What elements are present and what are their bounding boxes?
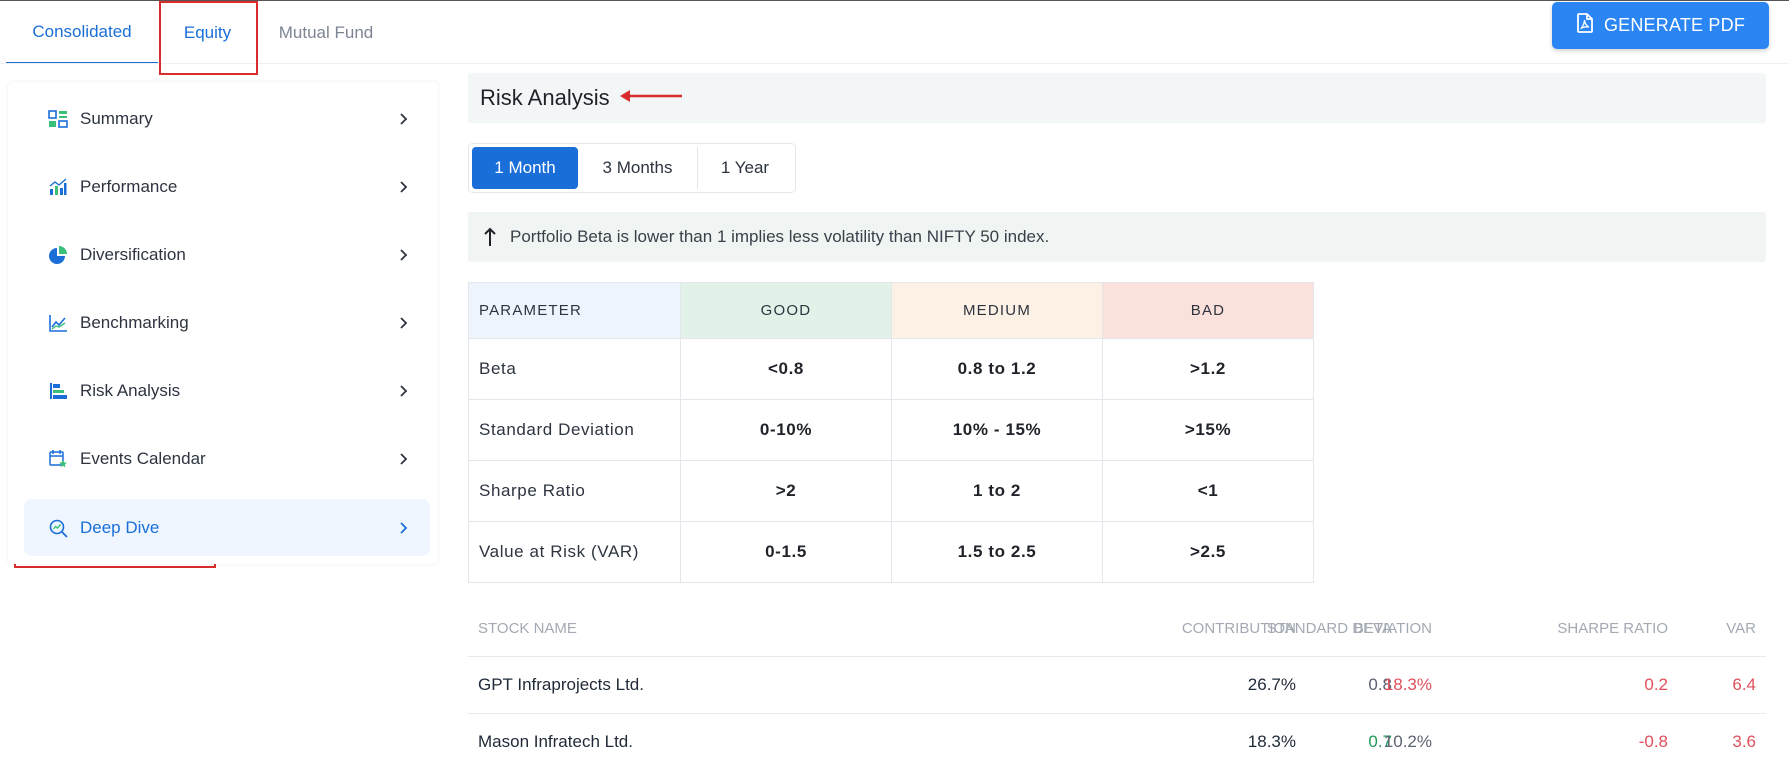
- sidebar-item-events-calendar[interactable]: Events Calendar: [24, 430, 430, 487]
- param-good: 0-1.5: [680, 521, 892, 583]
- param-good: 0-10%: [680, 399, 892, 461]
- tab-equity[interactable]: Equity: [183, 22, 232, 42]
- chevron-right-icon: [394, 313, 414, 333]
- param-bad: >2.5: [1102, 521, 1314, 583]
- chevron-right-icon: [394, 518, 414, 538]
- param-name: Beta: [468, 338, 681, 400]
- table-row: Sharpe Ratio >2 1 to 2 <1: [468, 460, 1314, 522]
- param-good: <0.8: [680, 338, 892, 400]
- stock-name: GPT Infraprojects Ltd.: [478, 675, 644, 694]
- header-beta[interactable]: BETA: [1353, 619, 1392, 637]
- stock-sharpe-ratio: -0.8: [1638, 732, 1668, 751]
- chevron-right-icon: [394, 177, 414, 197]
- sidebar-item-label: Risk Analysis: [80, 380, 181, 400]
- pdf-file-icon: [1576, 13, 1594, 38]
- header-stock-name[interactable]: STOCK NAME: [478, 619, 577, 637]
- summary-grid-icon: [46, 107, 70, 131]
- param-good: >2: [680, 460, 892, 522]
- param-bad: >1.2: [1102, 338, 1314, 400]
- sidebar-item-label: Performance: [80, 176, 178, 196]
- chevron-right-icon: [394, 449, 414, 469]
- period-selector: 1 Month 3 Months 1 Year: [468, 143, 796, 193]
- risk-parameter-table: PARAMETER GOOD MEDIUM BAD Beta <0.8 0.8 …: [468, 282, 1314, 583]
- table-row: Value at Risk (VAR) 0-1.5 1.5 to 2.5 >2.…: [468, 521, 1314, 583]
- tab-consolidated[interactable]: Consolidated: [6, 1, 158, 64]
- beta-note-text: Portfolio Beta is lower than 1 implies l…: [510, 227, 1050, 246]
- stock-standard-deviation: 10.2%: [1383, 732, 1432, 751]
- arrow-up-icon: [484, 227, 496, 247]
- header-good: GOOD: [680, 282, 892, 339]
- chevron-right-icon: [394, 245, 414, 265]
- table-row[interactable]: GPT Infraprojects Ltd. 26.7% 0.8 18.3% 0…: [468, 657, 1766, 714]
- table-row[interactable]: Mason Infratech Ltd. 18.3% 0.7 10.2% -0.…: [468, 714, 1766, 767]
- sidebar-item-label: Deep Dive: [80, 517, 160, 537]
- param-name: Value at Risk (VAR): [468, 521, 681, 583]
- header-parameter: PARAMETER: [468, 282, 681, 339]
- stock-beta: 0.8: [1368, 675, 1392, 694]
- chevron-right-icon: [394, 381, 414, 401]
- tab-bar: Consolidated Equity Mutual Fund: [6, 1, 395, 64]
- period-1-month-button[interactable]: 1 Month: [472, 147, 578, 189]
- line-chart-icon: [46, 311, 70, 335]
- tabs-divider: [0, 63, 1789, 64]
- param-bad: >15%: [1102, 399, 1314, 461]
- header-var[interactable]: VAR: [1726, 619, 1756, 637]
- sidebar-item-label: Events Calendar: [80, 448, 206, 468]
- generate-pdf-label: GENERATE PDF: [1603, 15, 1746, 35]
- stock-contribution: 18.3%: [1247, 732, 1296, 751]
- stock-var: 6.4: [1732, 675, 1756, 694]
- chevron-right-icon: [394, 109, 414, 129]
- header-medium: MEDIUM: [891, 282, 1103, 339]
- sidebar-item-summary[interactable]: Summary: [24, 90, 430, 147]
- stock-standard-deviation: 18.3%: [1383, 675, 1432, 694]
- param-medium: 0.8 to 1.2: [891, 338, 1103, 400]
- header-contribution[interactable]: CONTRIBUTION: [1181, 619, 1296, 637]
- stock-beta: 0.7: [1368, 732, 1392, 751]
- sidebar-item-risk-analysis[interactable]: Risk Analysis: [24, 362, 430, 419]
- sidebar-item-label: Summary: [80, 108, 153, 128]
- annotation-arrow-icon: [618, 88, 684, 109]
- beta-note: Portfolio Beta is lower than 1 implies l…: [468, 212, 1766, 262]
- pie-chart-icon: [46, 243, 70, 267]
- table-header-row: PARAMETER GOOD MEDIUM BAD: [468, 282, 1314, 339]
- param-name: Sharpe Ratio: [468, 460, 681, 522]
- top-border: [0, 0, 1789, 1]
- sidebar-item-label: Diversification: [80, 244, 186, 264]
- param-medium: 10% - 15%: [891, 399, 1103, 461]
- table-row: Standard Deviation 0-10% 10% - 15% >15%: [468, 399, 1314, 461]
- sidebar-item-label: Benchmarking: [80, 312, 189, 332]
- header-bad: BAD: [1102, 282, 1314, 339]
- search-analysis-icon: [46, 516, 70, 540]
- sidebar: [8, 82, 438, 564]
- sidebar-item-benchmarking[interactable]: Benchmarking: [24, 294, 430, 351]
- period-1-year-button[interactable]: 1 Year: [720, 158, 770, 177]
- risk-bars-icon: [46, 379, 70, 403]
- sidebar-item-deep-dive[interactable]: Deep Dive: [24, 499, 430, 556]
- stock-sharpe-ratio: 0.2: [1644, 675, 1668, 694]
- param-bad: <1: [1102, 460, 1314, 522]
- header-standard-deviation[interactable]: STANDARD DEVIATION: [1266, 619, 1432, 637]
- stock-table-header: STOCK NAME CONTRIBUTION BETA STANDARD DE…: [468, 600, 1766, 657]
- param-name: Standard Deviation: [468, 399, 681, 461]
- tab-mutual-fund[interactable]: Mutual Fund: [278, 22, 374, 42]
- calendar-star-icon: [46, 447, 70, 471]
- param-medium: 1 to 2: [891, 460, 1103, 522]
- period-3-months-button[interactable]: 3 Months: [578, 147, 698, 189]
- param-medium: 1.5 to 2.5: [891, 521, 1103, 583]
- sidebar-item-performance[interactable]: Performance: [24, 158, 430, 215]
- header-sharpe-ratio[interactable]: SHARPE RATIO: [1557, 619, 1668, 637]
- stock-var: 3.6: [1732, 732, 1756, 751]
- stock-risk-table: STOCK NAME CONTRIBUTION BETA STANDARD DE…: [468, 600, 1766, 767]
- generate-pdf-button[interactable]: GENERATE PDF: [1552, 2, 1769, 49]
- stock-contribution: 26.7%: [1247, 675, 1296, 694]
- section-header: Risk Analysis: [468, 73, 1766, 123]
- stock-name: Mason Infratech Ltd.: [478, 732, 633, 751]
- sidebar-item-diversification[interactable]: Diversification: [24, 226, 430, 283]
- bar-chart-icon: [46, 175, 70, 199]
- table-row: Beta <0.8 0.8 to 1.2 >1.2: [468, 338, 1314, 400]
- section-title: Risk Analysis: [480, 85, 610, 110]
